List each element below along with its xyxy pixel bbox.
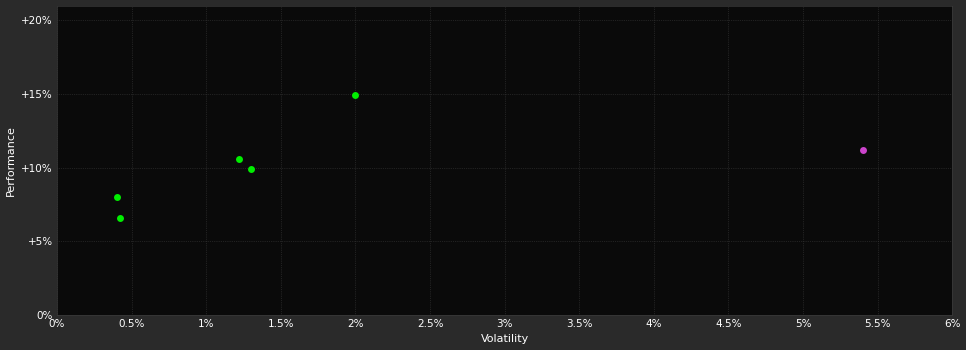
Point [348,92,363,98]
X-axis label: Volatility: Volatility [480,335,528,344]
Point [112,215,128,220]
Point [243,166,259,172]
Point [231,156,246,161]
Y-axis label: Performance: Performance [6,125,15,196]
Point [855,147,870,153]
Point [109,194,125,200]
